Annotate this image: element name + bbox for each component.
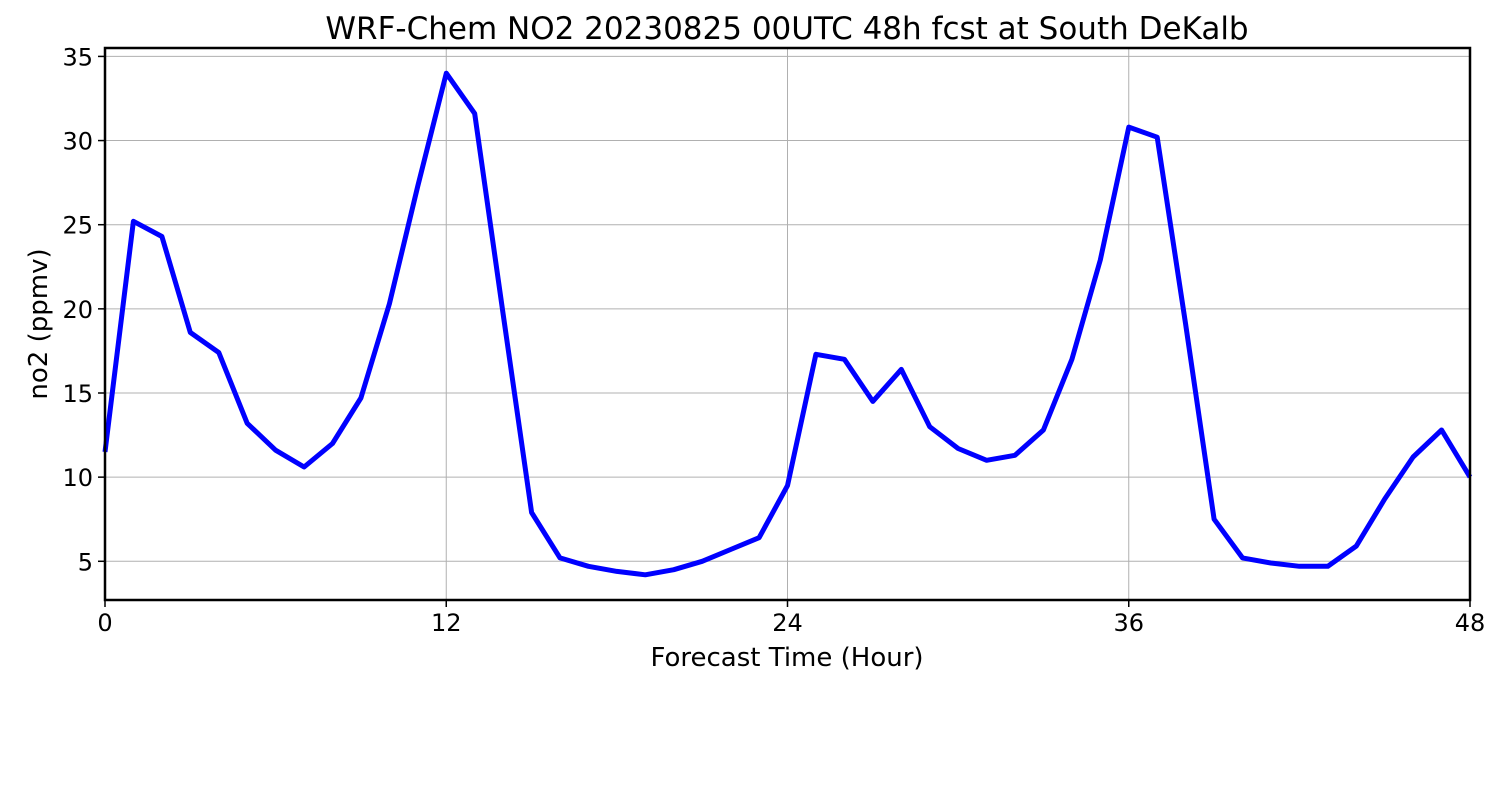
x-tick-label: 24	[772, 609, 803, 637]
y-tick-label: 15	[62, 380, 93, 408]
y-tick-label: 35	[62, 43, 93, 71]
chart-title: WRF-Chem NO2 20230825 00UTC 48h fcst at …	[325, 11, 1248, 47]
series-layer	[102, 70, 1473, 578]
x-tick-label: 36	[1113, 609, 1144, 637]
no2-series-line	[102, 70, 1473, 578]
y-tick-label: 5	[78, 548, 93, 576]
x-tick-label: 48	[1455, 609, 1486, 637]
x-axis-label: Forecast Time (Hour)	[650, 643, 923, 673]
axis-ticks: 0 12 24 36 48 5 10 15 20 25 30 35	[62, 43, 1485, 637]
y-axis-label: no2 (ppmv)	[24, 248, 54, 399]
grid-lines	[104, 48, 1471, 600]
x-tick-label: 12	[431, 609, 462, 637]
y-tick-label: 25	[62, 212, 93, 240]
y-tick-label: 20	[62, 296, 93, 324]
y-tick-label: 10	[62, 464, 93, 492]
x-tick-label: 0	[97, 609, 112, 637]
y-tick-label: 30	[62, 128, 93, 156]
